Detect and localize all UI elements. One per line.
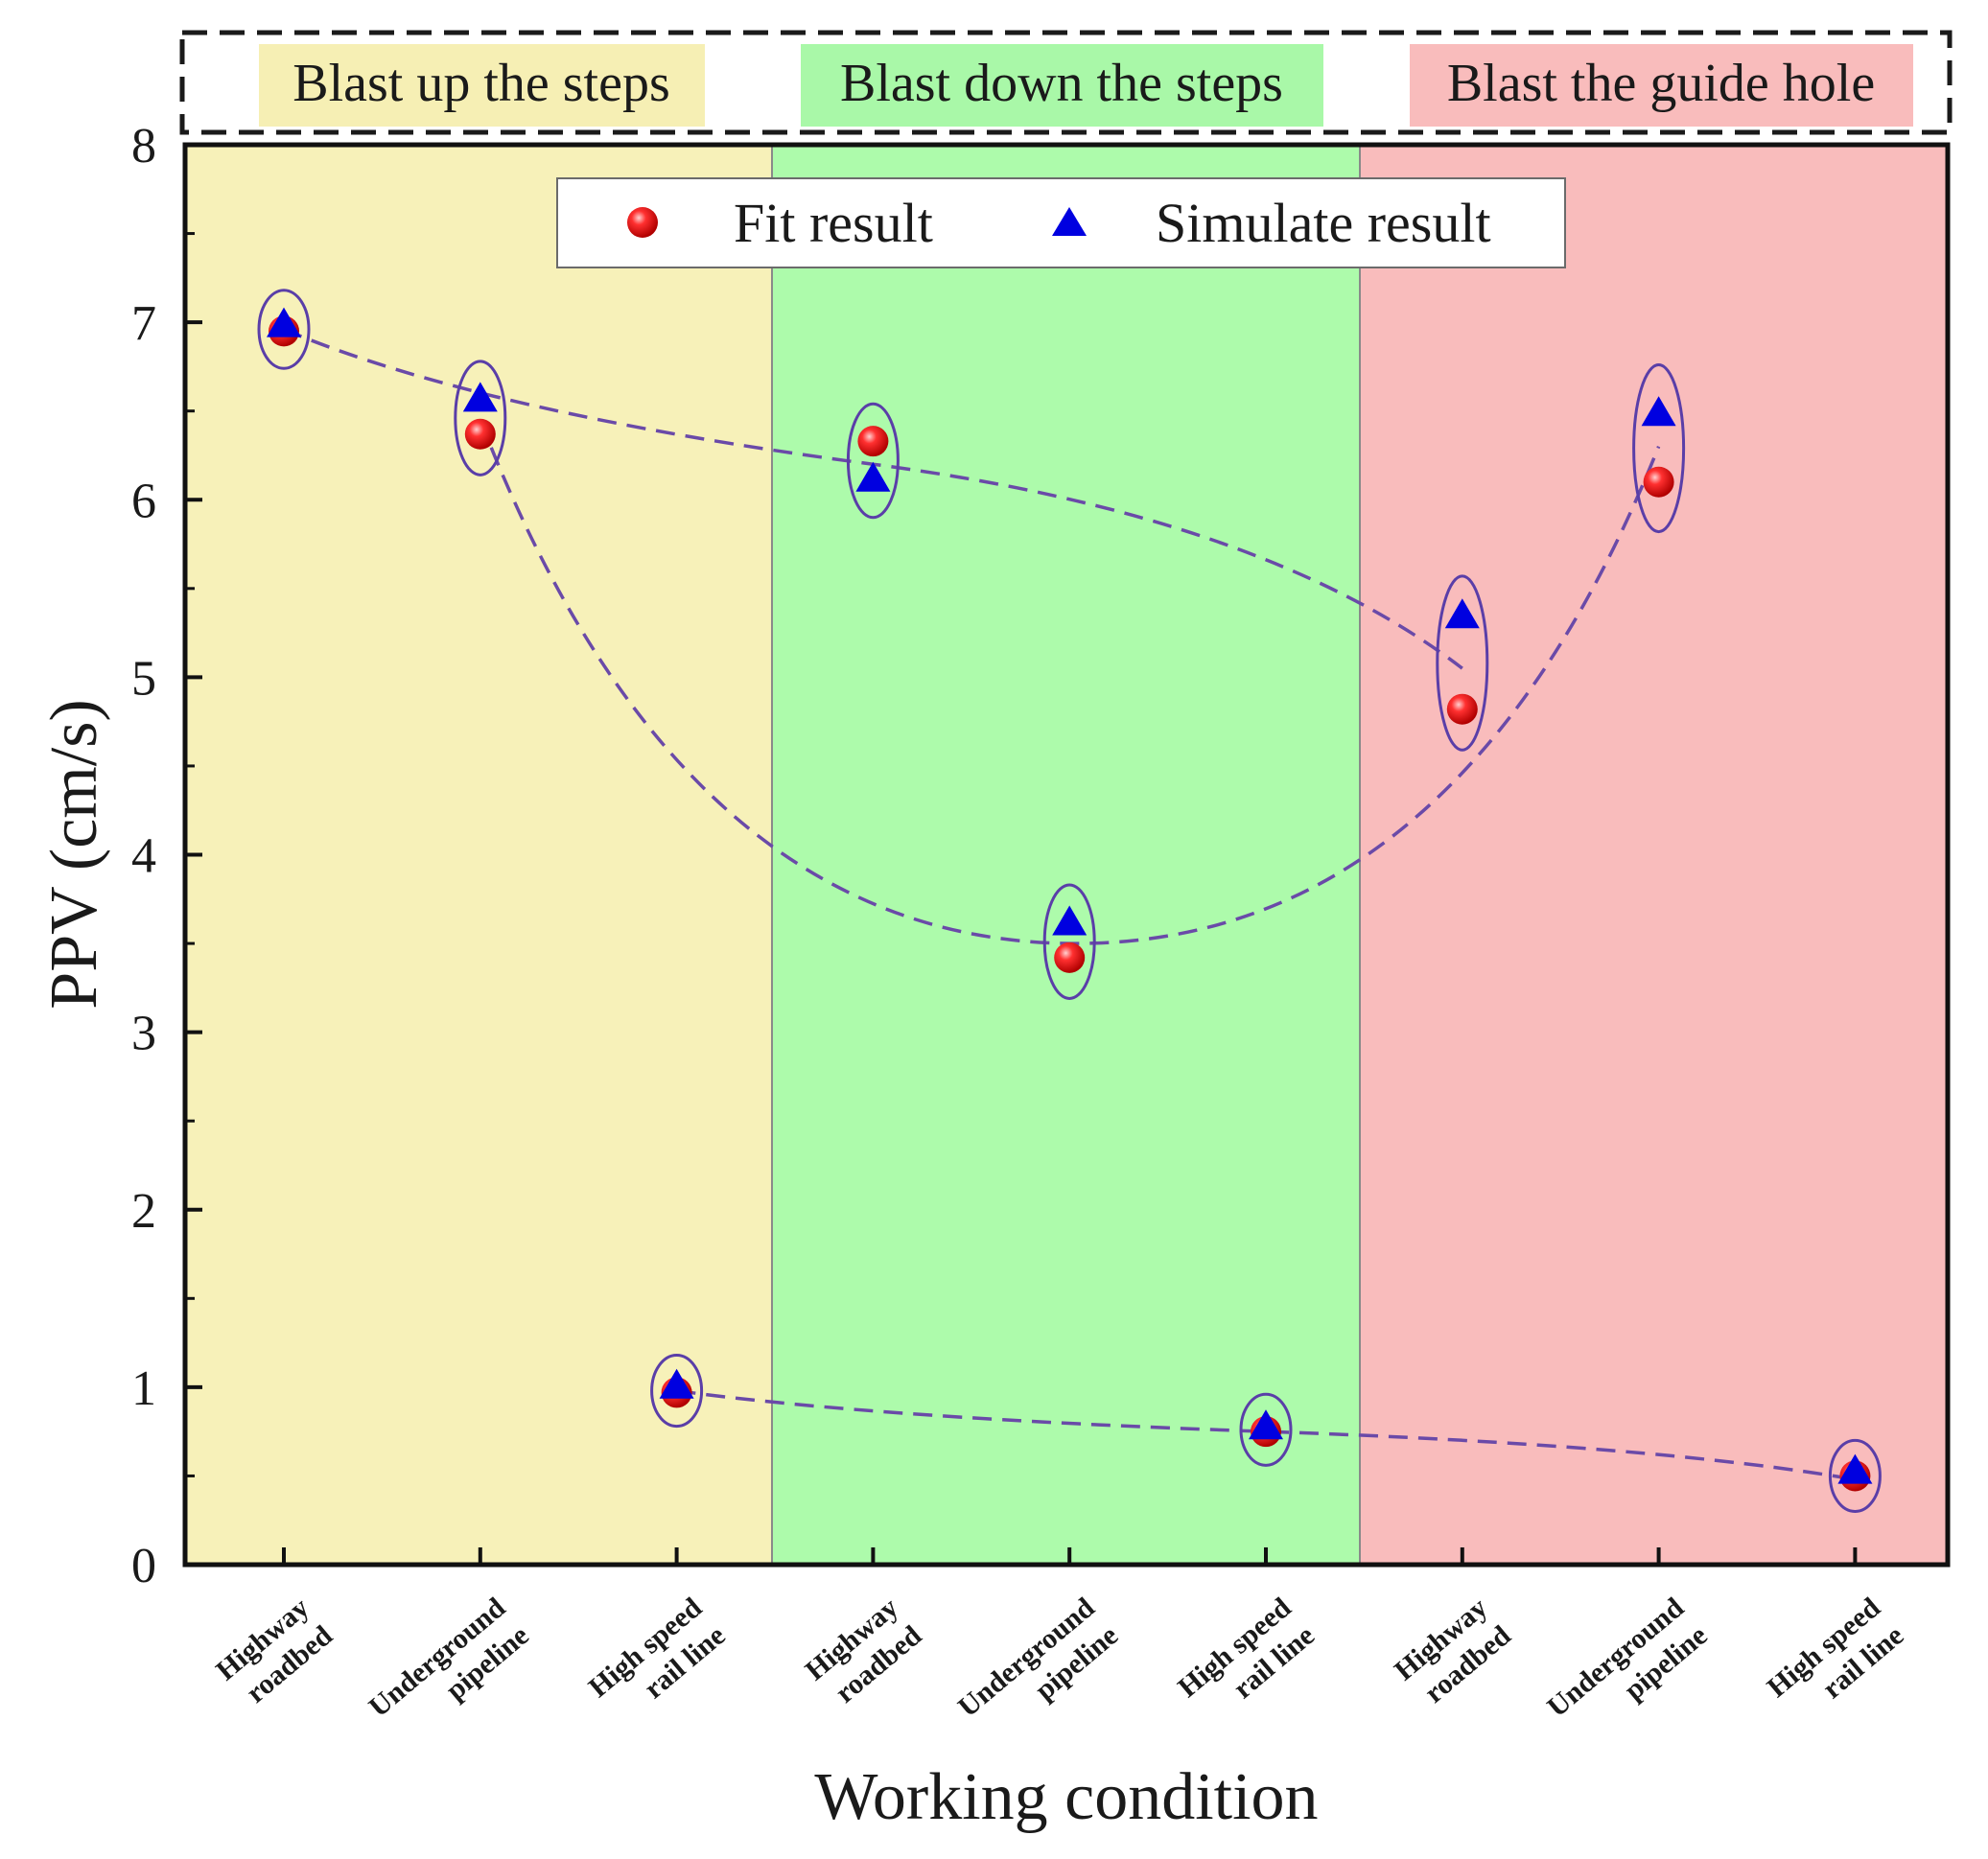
region-bg-2 bbox=[1360, 145, 1948, 1565]
y-tick-label: 8 bbox=[131, 119, 156, 174]
region-label-bg-1 bbox=[801, 44, 1323, 127]
region-header-labels: Blast up the steps Blast down the steps … bbox=[259, 44, 1913, 127]
simulate-result-point bbox=[462, 382, 498, 412]
region-label-bg-2 bbox=[1410, 44, 1913, 127]
simulate-result-point bbox=[1641, 396, 1676, 427]
simulate-result-point bbox=[855, 461, 891, 492]
y-tick-label: 7 bbox=[131, 296, 156, 351]
simulate-result-point bbox=[267, 307, 301, 337]
y-tick-label: 4 bbox=[131, 829, 156, 884]
y-axis-title: PPV (cm/s) bbox=[37, 699, 111, 1009]
legend-fit-label: Fit result bbox=[734, 192, 933, 254]
y-tick-label: 5 bbox=[131, 651, 156, 706]
region-header-box bbox=[179, 30, 1953, 135]
point-ellipse bbox=[1239, 1392, 1293, 1467]
fit-result-point bbox=[464, 418, 496, 450]
y-axis-ticks: 0 1 2 3 4 5 6 7 8 bbox=[131, 119, 202, 1593]
fit-result-point bbox=[857, 426, 889, 457]
region-label-2: Blast the guide hole bbox=[1447, 54, 1875, 113]
fit-result-point bbox=[1643, 466, 1674, 498]
legend-simulate-marker bbox=[1052, 207, 1087, 236]
point-ellipse bbox=[454, 360, 507, 476]
region-label-1: Blast down the steps bbox=[840, 54, 1283, 113]
legend-fit-marker bbox=[627, 207, 658, 238]
simulate-result-points bbox=[267, 307, 1873, 1484]
simulate-result-point bbox=[1444, 598, 1480, 629]
simulate-result-point bbox=[1249, 1409, 1283, 1440]
legend: Fit result Simulate result bbox=[556, 177, 1566, 268]
fit-result-point bbox=[1054, 941, 1086, 973]
point-ellipse bbox=[257, 289, 311, 370]
region-label-bg-0 bbox=[259, 44, 705, 127]
y-tick-label: 1 bbox=[131, 1361, 156, 1416]
simulate-result-point bbox=[1052, 905, 1088, 936]
point-ellipses bbox=[257, 289, 1882, 1513]
point-ellipse bbox=[1828, 1438, 1882, 1513]
x-axis-title: Working condition bbox=[814, 1760, 1318, 1834]
region-bg-0 bbox=[185, 145, 772, 1565]
fit-result-point bbox=[1446, 693, 1478, 725]
simulate-result-point bbox=[1837, 1453, 1873, 1484]
point-ellipse bbox=[1632, 363, 1686, 534]
point-ellipse bbox=[650, 1354, 704, 1429]
simulate-result-point bbox=[659, 1368, 694, 1399]
point-ellipse bbox=[846, 402, 900, 520]
y-tick-label: 6 bbox=[131, 474, 156, 528]
y-tick-label: 2 bbox=[131, 1184, 156, 1239]
y-tick-label: 0 bbox=[131, 1539, 156, 1593]
plot-regions bbox=[185, 145, 1948, 1565]
y-tick-label: 3 bbox=[131, 1007, 156, 1061]
region-label-0: Blast up the steps bbox=[292, 54, 670, 113]
point-ellipse bbox=[1436, 574, 1489, 752]
legend-simulate-label: Simulate result bbox=[1156, 192, 1491, 254]
point-ellipse bbox=[1042, 883, 1096, 1000]
region-bg-1 bbox=[772, 145, 1360, 1565]
